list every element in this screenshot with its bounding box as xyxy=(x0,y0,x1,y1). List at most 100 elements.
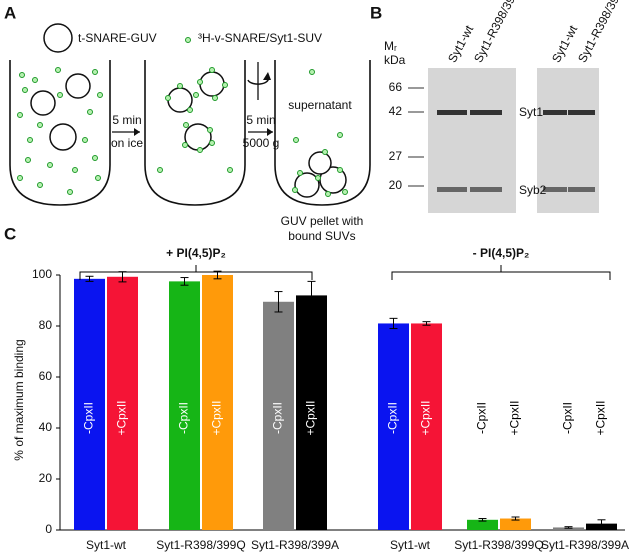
bar xyxy=(500,518,531,530)
suv xyxy=(55,67,61,73)
guv xyxy=(49,123,77,151)
arrowhead xyxy=(134,128,140,136)
y-tick-label: 20 xyxy=(39,471,53,485)
panel-label: B xyxy=(370,3,382,22)
suv xyxy=(57,92,63,98)
guv xyxy=(184,123,212,151)
suv xyxy=(177,83,183,89)
suv xyxy=(92,155,98,161)
series-label: +CpxII xyxy=(508,400,522,435)
diagram: t-SNARE-GUV ³H-v-SNARE/Syt1-SUV 5 min on… xyxy=(9,23,371,243)
suv xyxy=(82,137,88,143)
bar xyxy=(467,519,498,530)
guv xyxy=(294,172,320,198)
kda-label: kDa xyxy=(384,53,406,67)
x-tick-label: Syt1-R398/399A xyxy=(251,538,339,552)
series-label: -CpxII xyxy=(271,402,285,434)
band-label: Syb2 xyxy=(519,183,547,197)
suv xyxy=(193,92,199,98)
suv xyxy=(212,95,218,101)
mr-label: Mᵣ xyxy=(384,39,397,53)
group-label: + PI(4,5)P₂ xyxy=(166,246,226,260)
suv xyxy=(337,167,343,173)
band xyxy=(470,110,502,115)
y-tick-label: 80 xyxy=(39,318,53,332)
suv xyxy=(293,137,299,143)
legend-guv-icon xyxy=(43,23,73,53)
suv xyxy=(47,162,53,168)
suv xyxy=(17,175,23,181)
legend-text: ³H-v-SNARE/Syt1-SUV xyxy=(198,31,322,45)
series-label: -CpxII xyxy=(82,402,96,434)
band xyxy=(568,110,595,115)
suv xyxy=(17,112,23,118)
label: GUV pellet with xyxy=(281,214,364,228)
bar xyxy=(553,527,584,530)
band xyxy=(470,187,502,192)
series-label: +CpxII xyxy=(594,400,608,435)
x-tick-label: Syt1-R398/399Q xyxy=(156,538,245,552)
band-label: Syt1 xyxy=(519,105,543,119)
suv xyxy=(92,69,98,75)
suv xyxy=(32,77,38,83)
arrowhead xyxy=(263,72,271,80)
lane-label: Syt1-R398/399Q xyxy=(471,0,525,65)
marker-label: 27 xyxy=(389,149,403,163)
suv xyxy=(182,142,188,148)
group-label: - PI(4,5)P₂ xyxy=(473,246,530,260)
suv xyxy=(157,167,163,173)
suv xyxy=(197,79,203,85)
tube xyxy=(144,60,246,206)
series-label: +CpxII xyxy=(115,400,129,435)
lane-label: Syt1-R398/399A xyxy=(575,0,629,65)
suv xyxy=(67,189,73,195)
legend-suv-icon xyxy=(185,37,191,43)
legend-text: t-SNARE-GUV xyxy=(78,31,157,45)
suv xyxy=(342,189,348,195)
x-tick-label: Syt1-wt xyxy=(390,538,431,552)
guv xyxy=(65,73,91,99)
suv xyxy=(222,82,228,88)
series-label: +CpxII xyxy=(419,400,433,435)
gel: Mᵣ kDa Syt1 Syb2 xyxy=(384,39,599,213)
suv xyxy=(165,95,171,101)
suv xyxy=(337,132,343,138)
suv xyxy=(292,187,298,193)
suv xyxy=(87,109,93,115)
suv xyxy=(209,67,215,73)
suv xyxy=(227,167,233,173)
suv xyxy=(325,191,331,197)
bar xyxy=(378,323,409,530)
guv xyxy=(30,90,56,116)
y-tick-label: 60 xyxy=(39,369,53,383)
guv xyxy=(308,151,332,175)
suv xyxy=(322,149,328,155)
y-tick-label: 0 xyxy=(45,522,52,536)
suv xyxy=(297,170,303,176)
suv xyxy=(22,87,28,93)
suv xyxy=(25,157,31,163)
band xyxy=(543,187,567,192)
series-label: +CpxII xyxy=(210,400,224,435)
band xyxy=(543,110,567,115)
label: supernatant xyxy=(288,98,352,112)
tube xyxy=(9,60,111,206)
suv xyxy=(183,122,189,128)
step-text: 5 min xyxy=(246,113,275,127)
bar xyxy=(263,301,294,530)
guv xyxy=(199,71,225,97)
suv xyxy=(309,69,315,75)
bar xyxy=(411,323,442,530)
band xyxy=(437,110,467,115)
series-label: -CpxII xyxy=(177,402,191,434)
bar xyxy=(202,275,233,530)
suv xyxy=(19,72,25,78)
marker-label: 42 xyxy=(389,104,403,118)
series-label: +CpxII xyxy=(304,400,318,435)
y-tick-label: 100 xyxy=(32,267,52,281)
panel-label: C xyxy=(4,224,16,243)
arrowhead xyxy=(267,128,273,136)
series-label: -CpxII xyxy=(386,402,400,434)
panel-label: A xyxy=(4,3,16,22)
